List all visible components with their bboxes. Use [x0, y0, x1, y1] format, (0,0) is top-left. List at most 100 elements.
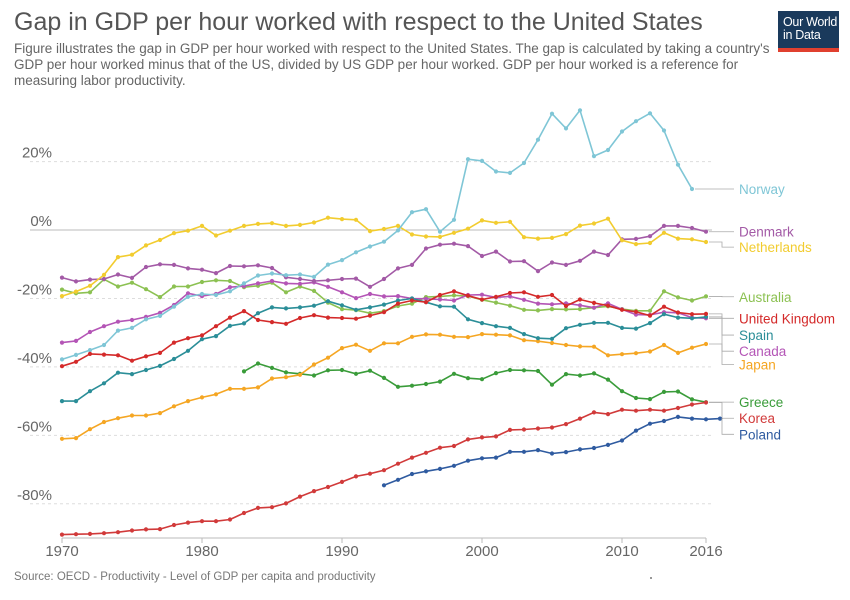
data-point-denmark [213, 271, 219, 276]
x-tick-label: 2016 [689, 543, 722, 560]
data-point-greece [311, 373, 317, 378]
data-point-australia [661, 289, 667, 294]
data-point-spain [283, 306, 289, 311]
data-point-united-kingdom [339, 315, 345, 321]
data-point-denmark [633, 236, 639, 241]
data-point-japan [563, 342, 569, 348]
logo-accent-bar [778, 48, 839, 52]
data-point-united-kingdom [241, 309, 247, 314]
data-point-korea [143, 527, 149, 532]
data-point-greece [437, 379, 443, 384]
data-point-denmark [465, 244, 471, 249]
data-point-poland [521, 449, 527, 454]
data-point-netherlands [661, 230, 667, 235]
data-point-canada [157, 310, 163, 315]
data-point-australia [409, 301, 415, 306]
data-point-japan [493, 332, 499, 337]
data-point-spain [563, 326, 569, 331]
data-point-japan [199, 395, 205, 400]
data-point-canada [507, 294, 513, 299]
data-point-united-kingdom [213, 324, 219, 329]
data-point-netherlands [367, 229, 373, 234]
data-point-japan [381, 341, 387, 346]
data-point-poland [381, 483, 387, 488]
data-point-denmark [507, 259, 513, 264]
data-point-japan [311, 362, 317, 367]
data-point-japan [87, 427, 93, 432]
data-point-korea [339, 479, 345, 484]
data-point-norway [423, 207, 429, 212]
data-point-denmark [395, 266, 401, 271]
data-point-spain [689, 316, 695, 321]
data-point-united-kingdom [619, 307, 625, 312]
data-point-netherlands [619, 238, 625, 243]
chart-source[interactable]: Source: OECD - Productivity - Level of G… [14, 571, 376, 583]
data-point-korea [703, 400, 709, 405]
data-point-japan [577, 344, 583, 349]
data-point-norway [493, 169, 499, 174]
data-point-denmark [367, 284, 373, 289]
data-point-norway [437, 229, 443, 234]
data-point-poland [507, 449, 513, 454]
data-point-japan [395, 341, 401, 346]
series-label-japan: Japan [739, 358, 776, 373]
data-point-spain [605, 320, 611, 325]
data-point-netherlands [395, 223, 401, 228]
data-point-greece [661, 389, 667, 394]
data-point-denmark [535, 269, 541, 274]
data-point-australia [577, 307, 583, 312]
data-point-denmark [381, 276, 387, 282]
data-point-denmark [339, 276, 345, 282]
data-point-norway [255, 273, 261, 278]
data-point-netherlands [605, 216, 611, 221]
data-point-norway [353, 250, 359, 255]
data-point-canada [479, 292, 485, 297]
data-point-greece [423, 381, 429, 387]
data-point-japan [703, 341, 709, 347]
data-point-netherlands [591, 221, 597, 226]
data-point-korea [437, 445, 443, 450]
data-point-united-kingdom [381, 310, 387, 315]
data-point-norway [157, 313, 163, 318]
data-point-australia [535, 308, 541, 313]
series-label-poland: Poland [739, 427, 781, 442]
y-tick-label: -80% [17, 487, 52, 504]
data-point-korea [115, 530, 121, 535]
data-point-denmark [325, 278, 331, 283]
data-point-japan [437, 332, 443, 337]
data-point-japan [115, 416, 121, 421]
data-point-spain [675, 315, 681, 320]
data-point-japan [297, 372, 303, 377]
data-point-norway [479, 158, 485, 163]
source-dot [650, 577, 652, 579]
data-point-poland [493, 455, 499, 460]
series-line-greece [243, 362, 707, 403]
data-point-australia [87, 290, 93, 295]
data-point-korea [101, 531, 107, 536]
label-connector-spain [709, 316, 734, 336]
data-point-netherlands [353, 217, 359, 222]
data-point-netherlands [381, 226, 387, 232]
data-point-poland [591, 445, 597, 451]
data-point-denmark [59, 275, 65, 280]
data-point-greece [549, 382, 555, 387]
data-point-denmark [353, 276, 359, 281]
data-point-poland [479, 456, 485, 461]
data-point-norway [325, 262, 331, 267]
data-point-spain [227, 323, 233, 328]
data-point-spain [87, 389, 93, 394]
data-point-poland [619, 438, 625, 443]
data-point-greece [339, 367, 345, 373]
data-point-norway [507, 170, 513, 175]
owid-logo[interactable]: Our World in Data [778, 11, 839, 52]
data-point-japan [521, 338, 527, 343]
series-label-netherlands: Netherlands [739, 240, 812, 255]
data-point-greece [605, 377, 611, 382]
data-point-australia [647, 308, 653, 313]
data-point-canada [269, 278, 275, 284]
data-point-korea [73, 532, 79, 537]
data-point-united-kingdom [465, 293, 471, 298]
data-point-japan [325, 355, 331, 360]
data-point-korea [409, 455, 415, 460]
data-point-australia [129, 280, 135, 285]
